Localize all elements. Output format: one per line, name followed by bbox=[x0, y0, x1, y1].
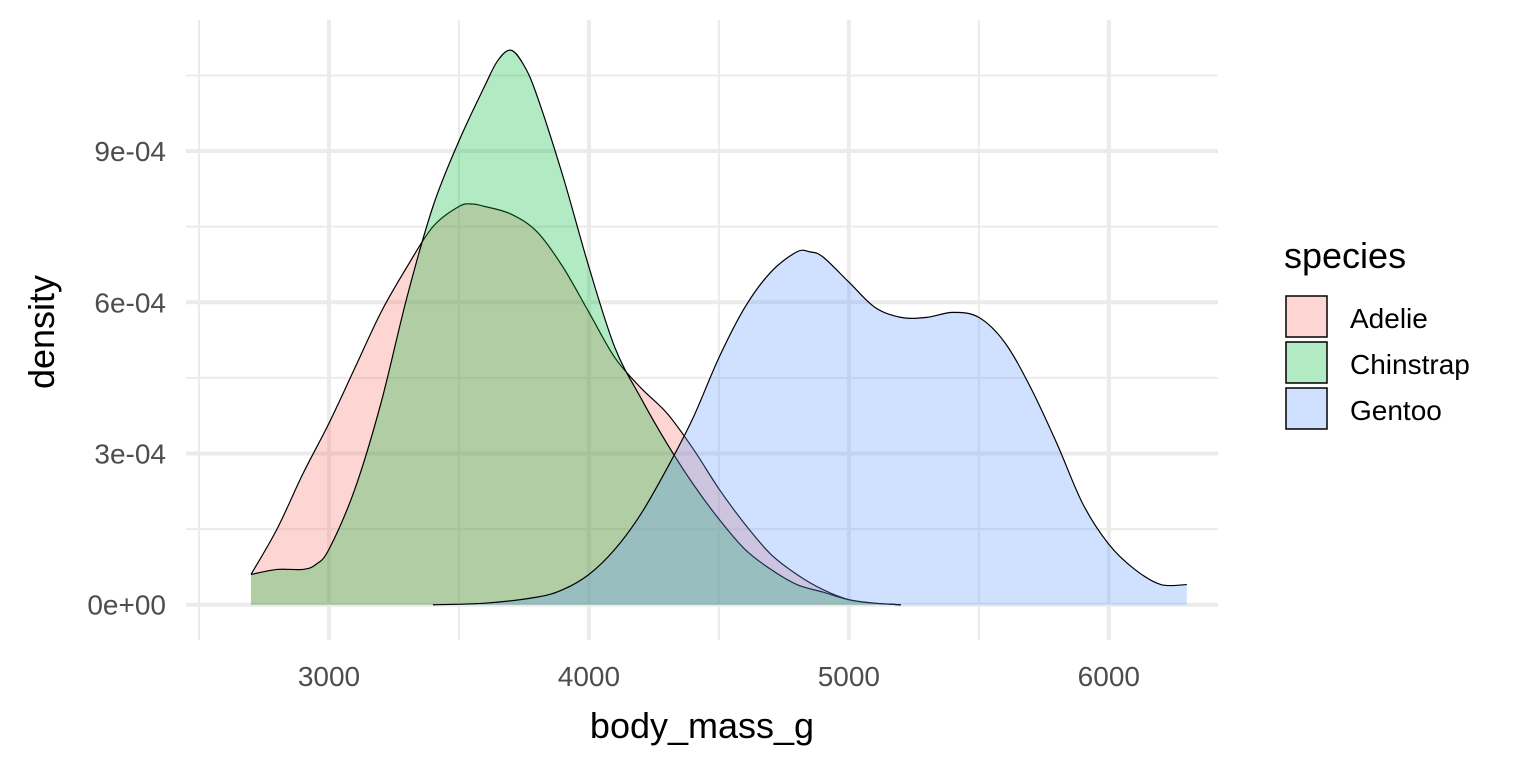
y-axis-ticks: 0e+00 3e-04 6e-04 9e-04 bbox=[87, 136, 166, 621]
y-tick-label: 0e+00 bbox=[87, 590, 166, 621]
legend-title: species bbox=[1284, 235, 1406, 276]
legend-items: Adelie Chinstrap Gentoo bbox=[1285, 295, 1470, 430]
legend-label-adelie: Adelie bbox=[1350, 303, 1428, 334]
y-tick-label: 6e-04 bbox=[94, 287, 166, 318]
legend-key-bg bbox=[1286, 342, 1327, 383]
legend: species Adelie Chinstrap Gentoo bbox=[1284, 235, 1470, 430]
y-tick-label: 3e-04 bbox=[94, 438, 166, 469]
density-curve-gentoo bbox=[432, 249, 1187, 606]
x-axis-title: body_mass_g bbox=[590, 705, 814, 746]
legend-swatch-adelie bbox=[1285, 295, 1328, 338]
x-axis-ticks: 3000 4000 5000 6000 bbox=[298, 661, 1140, 692]
legend-swatch-gentoo bbox=[1285, 387, 1328, 430]
minor-gridlines bbox=[186, 20, 1218, 640]
density-area-gentoo bbox=[432, 250, 1187, 605]
x-tick-label: 6000 bbox=[1078, 661, 1140, 692]
legend-key-bg bbox=[1286, 296, 1327, 337]
legend-key-bg bbox=[1286, 388, 1327, 429]
density-area-chinstrap bbox=[250, 50, 901, 605]
major-gridlines bbox=[186, 20, 1218, 640]
y-axis-title: density bbox=[21, 275, 62, 389]
density-area-adelie bbox=[250, 203, 901, 605]
legend-swatch-chinstrap bbox=[1285, 341, 1328, 384]
density-curve-adelie bbox=[250, 203, 901, 606]
x-tick-label: 4000 bbox=[558, 661, 620, 692]
x-tick-label: 3000 bbox=[298, 661, 360, 692]
x-tick-label: 5000 bbox=[818, 661, 880, 692]
legend-label-gentoo: Gentoo bbox=[1350, 395, 1442, 426]
density-areas bbox=[250, 49, 1187, 606]
y-tick-label: 9e-04 bbox=[94, 136, 166, 167]
density-curve-chinstrap bbox=[250, 49, 901, 606]
legend-label-chinstrap: Chinstrap bbox=[1350, 349, 1470, 380]
